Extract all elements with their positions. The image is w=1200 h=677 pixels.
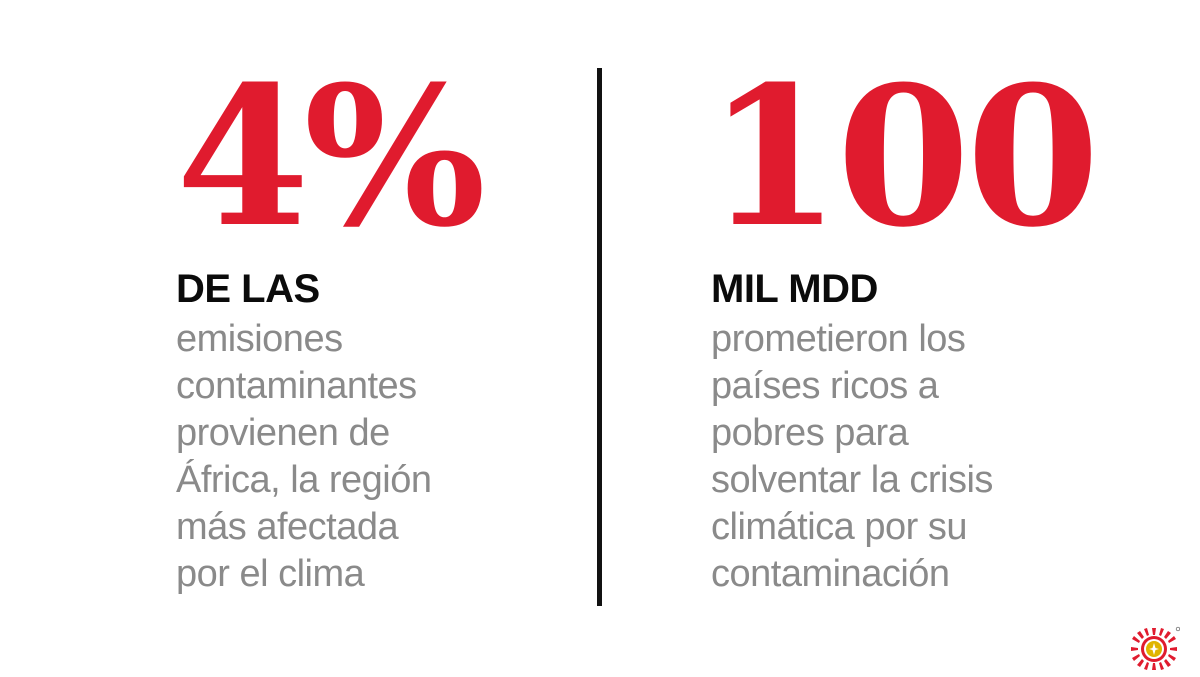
description-line: contaminantes	[176, 365, 417, 407]
description-line: emisiones	[176, 318, 343, 360]
description-line: prometieron los	[711, 318, 966, 360]
description-line: contaminación	[711, 553, 950, 595]
stat-headline-left: DE LAS	[176, 267, 320, 311]
sun-seal-icon	[1131, 626, 1181, 670]
vertical-divider	[597, 68, 602, 606]
description-line: por el clima	[176, 553, 365, 595]
logo-rays	[1131, 628, 1177, 670]
stat-number-left: 4%	[176, 45, 486, 270]
description-line: países ricos a	[711, 365, 939, 407]
description-line: solventar la crisis	[711, 459, 993, 501]
sun-seal-icon	[1128, 626, 1181, 672]
stat-headline-right: MIL MDD	[711, 267, 878, 311]
description-line: más afectada	[176, 506, 399, 548]
description-line: África, la región	[176, 459, 432, 501]
stat-description-left: emisiones contaminantes provienen de Áfr…	[176, 316, 432, 598]
description-line: provienen de	[176, 412, 390, 454]
description-line: pobres para	[711, 412, 909, 454]
stat-description-right: prometieron los países ricos a pobres pa…	[711, 316, 993, 598]
stat-number-right: 100	[707, 45, 1100, 270]
description-line: climática por su	[711, 506, 967, 548]
